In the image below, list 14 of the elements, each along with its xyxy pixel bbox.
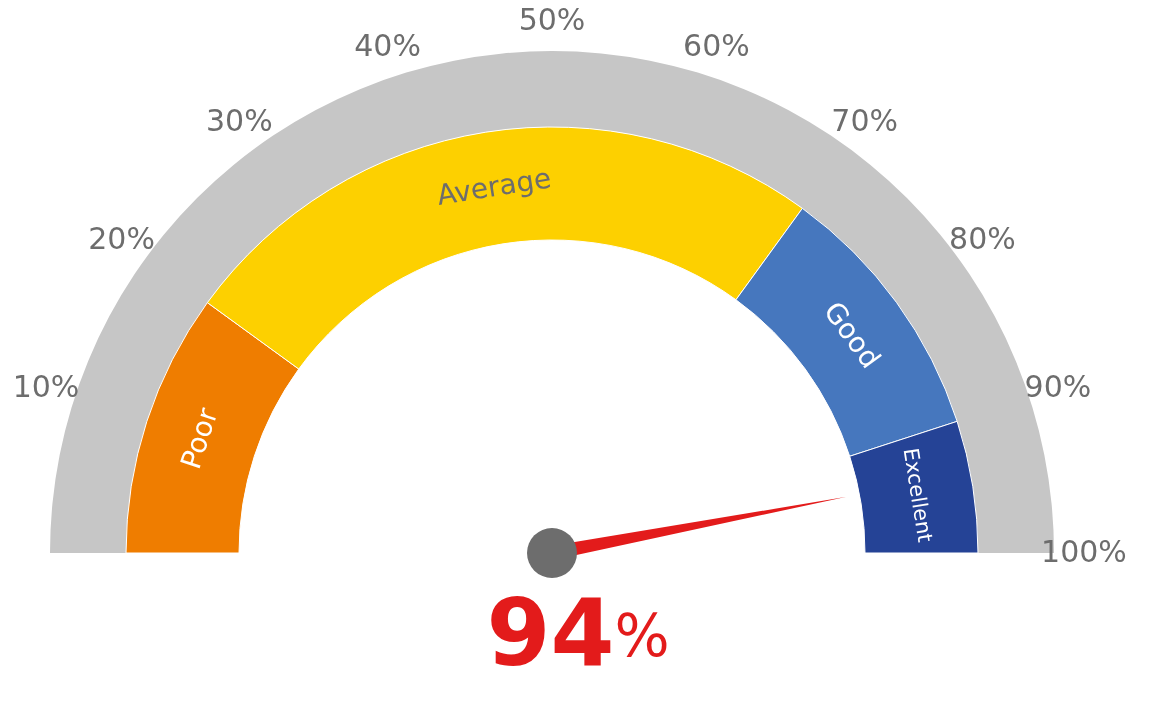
text: 90% — [1024, 369, 1092, 405]
text: 30% — [205, 103, 273, 139]
text: 10% — [12, 369, 80, 405]
text: 80% — [949, 220, 1016, 256]
text: 40% — [354, 27, 421, 63]
text: 94% — [486, 580, 670, 688]
text: 100% — [1041, 533, 1127, 569]
text: 70% — [831, 103, 899, 139]
text: 60% — [683, 27, 750, 63]
slice-label: Excellent — [898, 446, 938, 544]
text: 50% — [518, 1, 586, 37]
slice-label: Average — [434, 161, 554, 212]
text: 20% — [88, 220, 155, 256]
slice-label: Poor — [173, 403, 225, 473]
